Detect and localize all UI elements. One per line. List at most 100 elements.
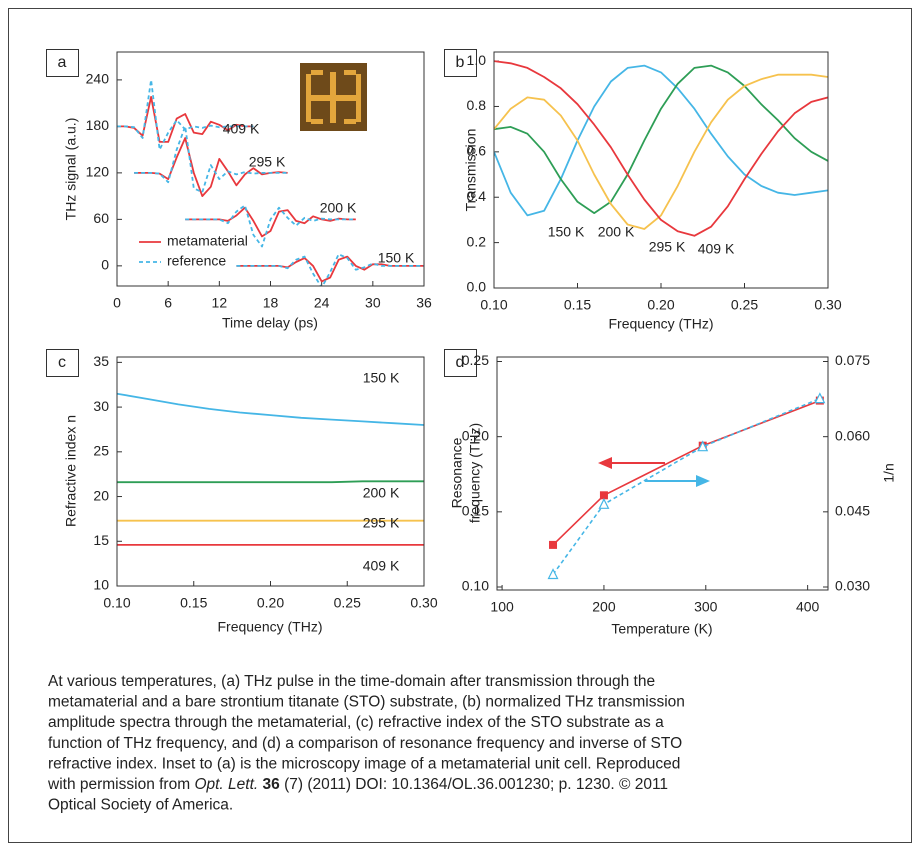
panel: d 100 200 300 400 0.10 0.15 0.20 0.25 0.030 0.045 0…	[444, 349, 897, 637]
x-tick-label: 0.20	[647, 297, 674, 313]
y-tick-label: 180	[86, 117, 110, 133]
panel: b 0.10 0.15 0.20 0.25 0.30 0.0 0.2 0.4 0.6 0.8 1.0 F…	[444, 49, 842, 332]
marker	[697, 440, 709, 452]
panel-label: c	[58, 354, 66, 371]
y-tick-label: 0.10	[462, 578, 489, 594]
x-tick-label: 0.10	[103, 595, 130, 611]
y-axis-label: THz signal (a.u.)	[63, 118, 79, 221]
caption-line: with permission from Opt. Lett. 36 (7) (…	[47, 776, 668, 793]
panel-label: d	[456, 354, 465, 371]
y-tick-label: 0.2	[467, 233, 487, 249]
y-tick-label: 0.25	[462, 352, 489, 368]
caption-text: function of THz frequency, and (d) a com…	[48, 735, 682, 752]
caption-text: refractive index. Inset to (a) is the mi…	[48, 755, 680, 772]
annotation: 150 K	[378, 250, 415, 266]
y2-tick-label: 0.060	[835, 427, 870, 443]
panel-label-box	[46, 49, 79, 77]
x-tick-label: 6	[164, 295, 172, 311]
y2-tick-label: 0.045	[835, 503, 870, 519]
y-tick-label: 10	[93, 577, 109, 593]
arrows	[598, 457, 710, 487]
x-tick-label: 0.20	[257, 595, 284, 611]
x-axis-label: Frequency (THz)	[608, 316, 713, 332]
x-tick-label: 24	[314, 295, 330, 311]
series-label: 409 K	[363, 558, 400, 574]
y-tick-label: 35	[93, 353, 109, 369]
x-tick-label: 200	[592, 599, 616, 615]
series-line	[494, 64, 828, 217]
y2-tick-label: 0.030	[835, 578, 870, 594]
series-line	[494, 64, 828, 214]
y-tick-label: 1.0	[467, 52, 487, 68]
y-tick-label: 0.15	[462, 503, 489, 519]
plot-frame	[116, 51, 425, 287]
y-tick-label: 120	[86, 164, 110, 180]
caption-line: At various temperatures, (a) THz pulse i…	[48, 673, 655, 690]
caption-text: with permission from	[47, 776, 194, 793]
series-line	[117, 480, 424, 484]
x-tick-label: 0.15	[180, 595, 207, 611]
caption-text: amplitude spectra through the metamateri…	[48, 714, 664, 731]
series-label: 295 K	[649, 239, 686, 255]
series-line	[117, 392, 424, 426]
caption-text: 36	[263, 776, 281, 793]
panel-label: a	[58, 54, 67, 71]
y-axis-label: Refractive index n	[63, 415, 79, 527]
caption-line: refractive index. Inset to (a) is the mi…	[48, 755, 680, 772]
x-tick-label: 0.30	[410, 595, 437, 611]
caption-text: (7) (2011) DOI: 10.1364/OL.36.001230; p.…	[280, 776, 668, 793]
x-tick-label: 0.15	[564, 297, 591, 313]
caption-line: Optical Society of America.	[48, 797, 233, 814]
marker	[599, 491, 608, 500]
panel-label-box	[46, 349, 79, 377]
y-axis-label: Transmission	[463, 129, 479, 212]
inset-image	[300, 63, 367, 131]
series-label: 409 K	[698, 241, 735, 257]
x-tick-label: 18	[263, 295, 279, 311]
legend-label: reference	[167, 253, 226, 269]
series-line	[552, 399, 821, 546]
plot-frame	[116, 356, 425, 587]
caption-line: function of THz frequency, and (d) a com…	[48, 735, 682, 752]
series-line	[117, 79, 424, 286]
panel-label: b	[456, 54, 465, 71]
y-tick-label: 0.8	[467, 97, 487, 113]
y-tick-label: 25	[93, 443, 109, 459]
y-tick-label: 0.0	[467, 279, 487, 295]
series-line	[494, 60, 828, 237]
caption-text: At various temperatures, (a) THz pulse i…	[48, 673, 655, 690]
marker	[547, 568, 559, 580]
figure-border	[8, 8, 912, 843]
panel: a 0 6 12 18 24 30 36 0 60 120 180 240 Time delay (ps)…	[46, 49, 432, 331]
x-tick-label: 0.30	[814, 297, 841, 313]
panel-label-box	[444, 49, 477, 77]
caption-line: metamaterial and a bare strontium titana…	[48, 694, 685, 711]
marker	[814, 392, 826, 404]
x-tick-label: 0	[113, 295, 121, 311]
y-axis-label: frequency (THz)	[467, 423, 483, 523]
caption-text: Optical Society of America.	[48, 797, 233, 814]
x-axis-label: Temperature (K)	[611, 621, 712, 637]
y-tick-label: 240	[86, 71, 110, 87]
series-label: 150 K	[363, 370, 400, 386]
y2-axis-label: 1/n	[881, 463, 897, 482]
x-tick-label: 100	[490, 599, 514, 615]
panel-label-box	[444, 349, 477, 377]
x-tick-label: 300	[694, 599, 718, 615]
plot-frame	[496, 356, 829, 591]
annotation: 200 K	[320, 200, 357, 216]
marker	[549, 540, 558, 549]
series-line	[552, 397, 821, 575]
y-tick-label: 0.20	[462, 427, 489, 443]
caption: At various temperatures, (a) THz pulse i…	[47, 673, 685, 814]
caption-text: Opt. Lett.	[194, 776, 258, 793]
x-tick-label: 0.10	[480, 297, 507, 313]
series-label: 150 K	[548, 224, 585, 240]
series-label: 200 K	[598, 224, 635, 240]
annotation: 409 K	[223, 121, 260, 137]
x-tick-label: 12	[212, 295, 228, 311]
y2-tick-label: 0.075	[835, 352, 870, 368]
y-tick-label: 0	[101, 257, 109, 273]
plot-frame	[493, 51, 829, 289]
x-tick-label: 400	[796, 599, 820, 615]
